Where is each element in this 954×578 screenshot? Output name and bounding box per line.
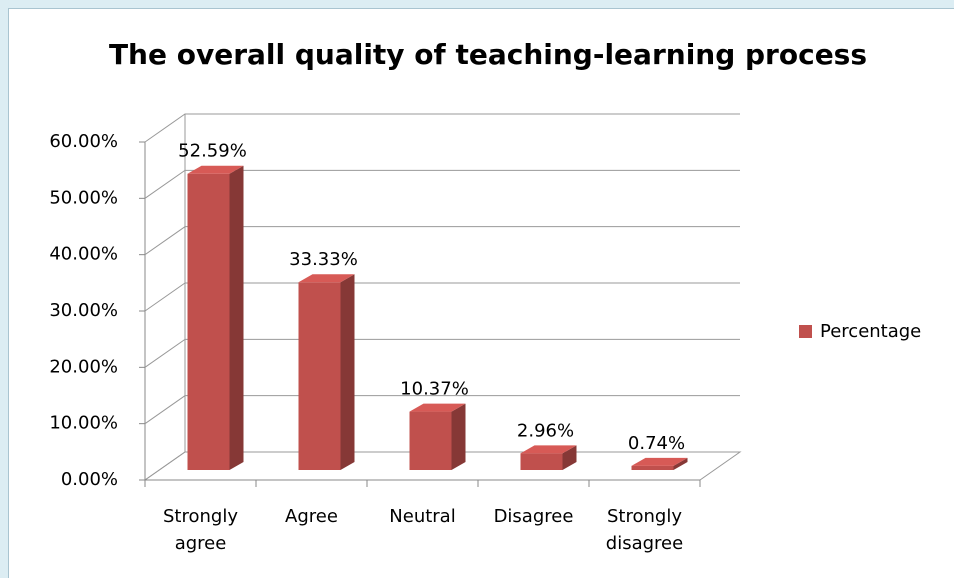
bar — [631, 465, 674, 470]
value-label: 0.74% — [628, 433, 685, 454]
x-tick-label: Strongly agree — [163, 506, 238, 554]
grid-line — [144, 226, 740, 256]
grid-line — [144, 169, 740, 199]
y-tick-label: 0.00% — [61, 469, 118, 490]
bar — [298, 282, 341, 470]
chart-title: The overall quality of teaching-learning… — [109, 38, 867, 71]
x-tick-label: Agree — [285, 506, 338, 527]
x-tick-label: Strongly disagree — [605, 506, 684, 554]
grid-line — [144, 395, 740, 425]
x-tick-label: Disagree — [493, 506, 574, 527]
y-tick-label: 30.00% — [49, 300, 118, 321]
value-label: 52.59% — [178, 141, 247, 162]
bar-top — [409, 403, 466, 412]
y-tick-label: 20.00% — [49, 356, 118, 377]
legend-swatch — [799, 325, 812, 338]
legend-label: Percentage — [820, 321, 921, 342]
value-label: 2.96% — [517, 420, 574, 441]
grid-line — [144, 338, 740, 368]
bar-side — [451, 403, 466, 470]
bar-side — [229, 165, 244, 471]
grid-line — [144, 113, 740, 143]
value-label: 33.33% — [289, 249, 358, 270]
bar-top — [631, 457, 688, 466]
bar-top — [520, 445, 577, 454]
bar-side — [340, 274, 355, 470]
value-label: 10.37% — [400, 379, 469, 400]
bar-top — [298, 274, 355, 283]
bar — [409, 411, 452, 470]
y-tick-label: 60.00% — [49, 131, 118, 152]
y-tick-label: 50.00% — [49, 187, 118, 208]
bar-side — [562, 445, 577, 470]
bar — [520, 453, 563, 470]
bar-top — [187, 165, 244, 174]
grid-line — [144, 282, 740, 312]
bar — [187, 173, 230, 471]
x-tick-label: Neutral — [389, 506, 456, 527]
bar-side — [673, 457, 688, 470]
y-tick-label: 40.00% — [49, 244, 118, 265]
y-tick-label: 10.00% — [49, 413, 118, 434]
chart-panel — [8, 8, 954, 578]
